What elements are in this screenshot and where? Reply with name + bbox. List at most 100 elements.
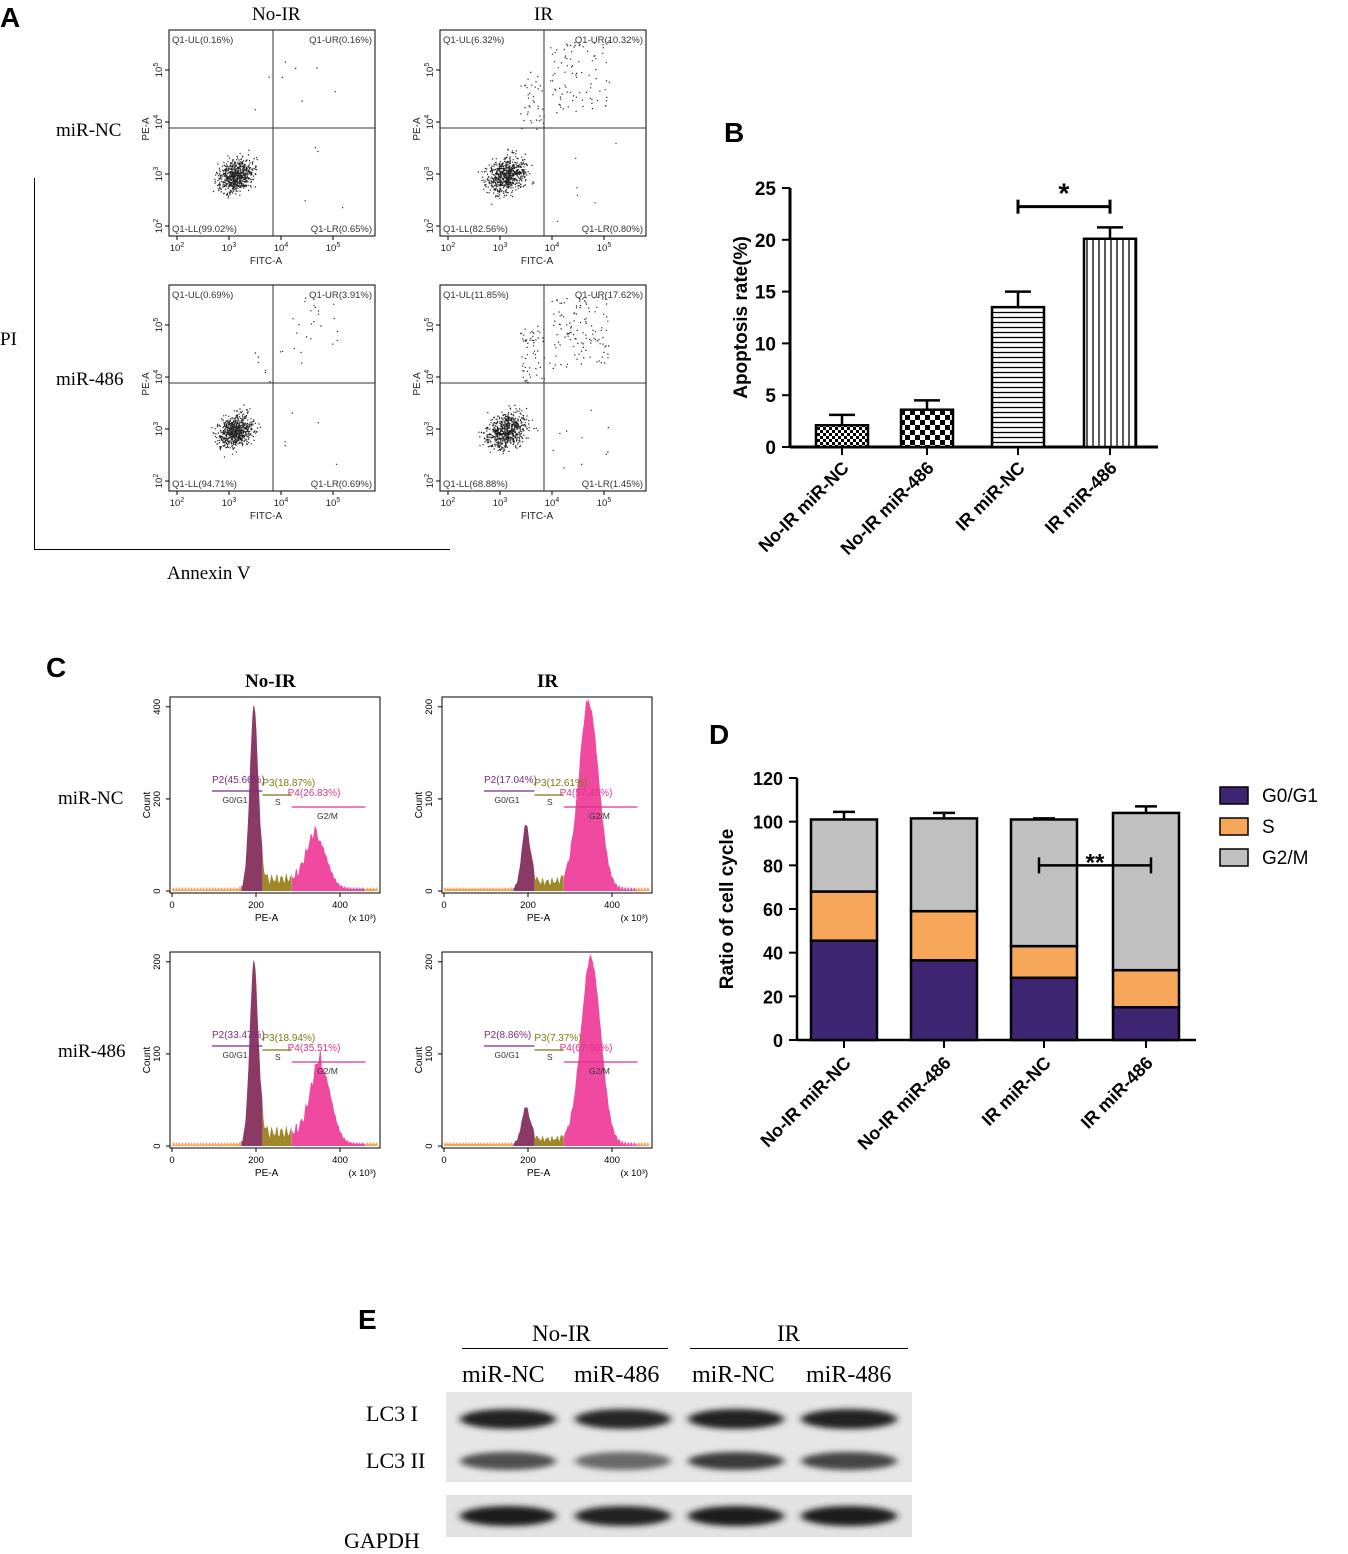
blot-group-line-ir xyxy=(690,1348,908,1349)
y-tick-label: 5 xyxy=(765,386,776,407)
band-lc3-ii-2 xyxy=(575,1452,671,1470)
y-tick-label: 100 xyxy=(753,813,783,833)
hist-s-region xyxy=(262,1099,292,1146)
hist-frame xyxy=(441,951,653,1149)
blot-row-gapdh: GAPDH xyxy=(344,1528,420,1553)
y-tick-label: 15 xyxy=(755,283,777,304)
panel-label-a: A xyxy=(0,2,21,33)
y-tick-label: 200 xyxy=(424,954,435,970)
y-tick-label: 80 xyxy=(763,856,783,876)
x-axis-label: PE-A xyxy=(527,913,551,924)
gate-p2-label: P2(8.86%) xyxy=(484,1030,531,1041)
gate-p4-label: P4(26.83%) xyxy=(288,788,341,799)
legend-label-1: G0/G1 xyxy=(1262,786,1318,807)
y-tick-label: 20 xyxy=(755,231,776,252)
hist-tail-right xyxy=(637,1142,650,1146)
y-tick-label: 100 xyxy=(424,791,435,807)
c-col-header-ir: IR xyxy=(537,671,559,692)
panel-label-e: E xyxy=(358,1304,377,1335)
gate-p2-label: P2(17.04%) xyxy=(484,775,537,786)
bar-2 xyxy=(899,408,955,449)
col-header-ir: IR xyxy=(534,4,553,25)
bar-g0g1-3 xyxy=(1009,976,1079,1042)
flow-dots xyxy=(213,61,344,209)
band-lc3-ii-4 xyxy=(801,1452,897,1470)
flow-dots xyxy=(478,296,610,469)
bar-g0g1-2 xyxy=(909,959,979,1042)
gate-g0g1-label: G0/G1 xyxy=(223,795,248,805)
x-axis-label: PE-A xyxy=(255,1168,279,1179)
y-tick-label: 400 xyxy=(152,699,163,715)
quadrant-ll-label: Q1-LL(82.56%) xyxy=(443,224,508,235)
bar-s-3 xyxy=(1009,944,1079,980)
flow-frame xyxy=(439,284,647,492)
y-axis-title: Apoptosis rate(%) xyxy=(731,236,752,399)
y-tick-label: 0 xyxy=(773,1031,783,1051)
x-tick-label: 400 xyxy=(332,1155,348,1166)
y-tick-label: 120 xyxy=(753,769,783,789)
y-tick-label: 60 xyxy=(763,900,783,920)
gate-g2m-label: G2/M xyxy=(317,1066,338,1076)
axis-line-horizontal xyxy=(34,549,450,550)
c-row-label-mir-nc: miR-NC xyxy=(58,788,124,809)
col-header-no-ir: No-IR xyxy=(252,4,301,25)
y-axis-title: Ratio of cell cycle xyxy=(717,829,738,990)
row-label-mir-nc: miR-NC xyxy=(56,120,122,141)
x-axis-label: FITC-A xyxy=(250,511,283,522)
band-lc3-ii-3 xyxy=(688,1452,784,1470)
y-tick-label: 200 xyxy=(152,954,163,970)
cell-cycle-chart: 0 20 40 60 80 100 120 Ratio of cell cycle No-IR … xyxy=(717,769,1318,1154)
quadrant-ll-label: Q1-LL(94.71%) xyxy=(172,479,237,490)
y-tick-label: 0 xyxy=(765,438,776,459)
y-axis-label: Count xyxy=(414,791,425,818)
gate-s-label: S xyxy=(547,797,553,807)
x-tick-label: 200 xyxy=(248,1155,264,1166)
gate-p3-label: P3(18.94%) xyxy=(262,1033,315,1044)
x-tick-label: 0 xyxy=(169,1155,174,1166)
x-tick-label: 200 xyxy=(520,1155,536,1166)
bar-1 xyxy=(814,423,870,449)
blot-row-lc3-i: LC3 I xyxy=(366,1401,418,1426)
bar-s-4 xyxy=(1111,968,1181,1009)
y-tick-label: 0 xyxy=(424,1143,435,1148)
x-axis-label: FITC-A xyxy=(521,511,554,522)
x-unit-label: (x 10³) xyxy=(621,1168,648,1179)
x-tick-label: No-IR miR-NC xyxy=(755,458,853,556)
blot-group-no-ir: No-IR xyxy=(532,1321,591,1346)
flow-frame xyxy=(439,29,647,237)
significance-label: ** xyxy=(1086,849,1105,876)
hist-g2m-region xyxy=(563,954,638,1146)
hist-g2m-region xyxy=(291,825,366,891)
quadrant-ul-label: Q1-UL(6.32%) xyxy=(443,35,504,46)
axis-line-vertical xyxy=(34,178,35,550)
quadrant-ul-label: Q1-UL(0.16%) xyxy=(172,35,233,46)
quadrant-ur-label: Q1-UR(17.62%) xyxy=(575,290,643,301)
x-tick-label: 400 xyxy=(604,900,620,911)
histogram-3: P2(33.47%)P3(18.94%)P4(35.51%) G0/G1 S G2/M… xyxy=(142,951,381,1179)
x-unit-label: (x 10³) xyxy=(349,1168,376,1179)
flow-dots xyxy=(211,297,338,465)
y-axis-label: PE-A xyxy=(141,117,152,141)
blot-group-line-no-ir xyxy=(462,1348,668,1349)
blot-lane-4: miR-486 xyxy=(806,1362,892,1388)
y-tick-label: 20 xyxy=(763,987,783,1007)
y-tick-label: 10 xyxy=(755,334,776,355)
gate-p2-label: P2(45.66%) xyxy=(212,775,265,786)
histogram-1: P2(45.66%)P3(18.87%)P4(26.83%) G0/G1 S G2/M… xyxy=(142,696,381,924)
legend-label-2: S xyxy=(1262,817,1275,838)
blot-row-lc3-ii: LC3 II xyxy=(366,1448,426,1473)
band-gapdh-2 xyxy=(575,1506,671,1526)
gate-g2m-label: G2/M xyxy=(589,811,610,821)
hist-g0g1-region xyxy=(513,1107,535,1146)
legend-label-3: G2/M xyxy=(1262,848,1308,869)
significance-label: * xyxy=(1059,178,1070,209)
band-lc3-ii-1 xyxy=(460,1452,556,1470)
flow-frame xyxy=(168,284,376,492)
c-row-label-mir-486: miR-486 xyxy=(58,1041,126,1062)
x-tick-label: 400 xyxy=(332,900,348,911)
bar-g2m-1 xyxy=(809,818,879,893)
quadrant-ul-label: Q1-UL(0.69%) xyxy=(172,290,233,301)
flow-frame xyxy=(168,29,376,237)
quadrant-ll-label: Q1-LL(68.88%) xyxy=(443,479,508,490)
x-tick-label: IR miR-NC xyxy=(978,1053,1055,1130)
